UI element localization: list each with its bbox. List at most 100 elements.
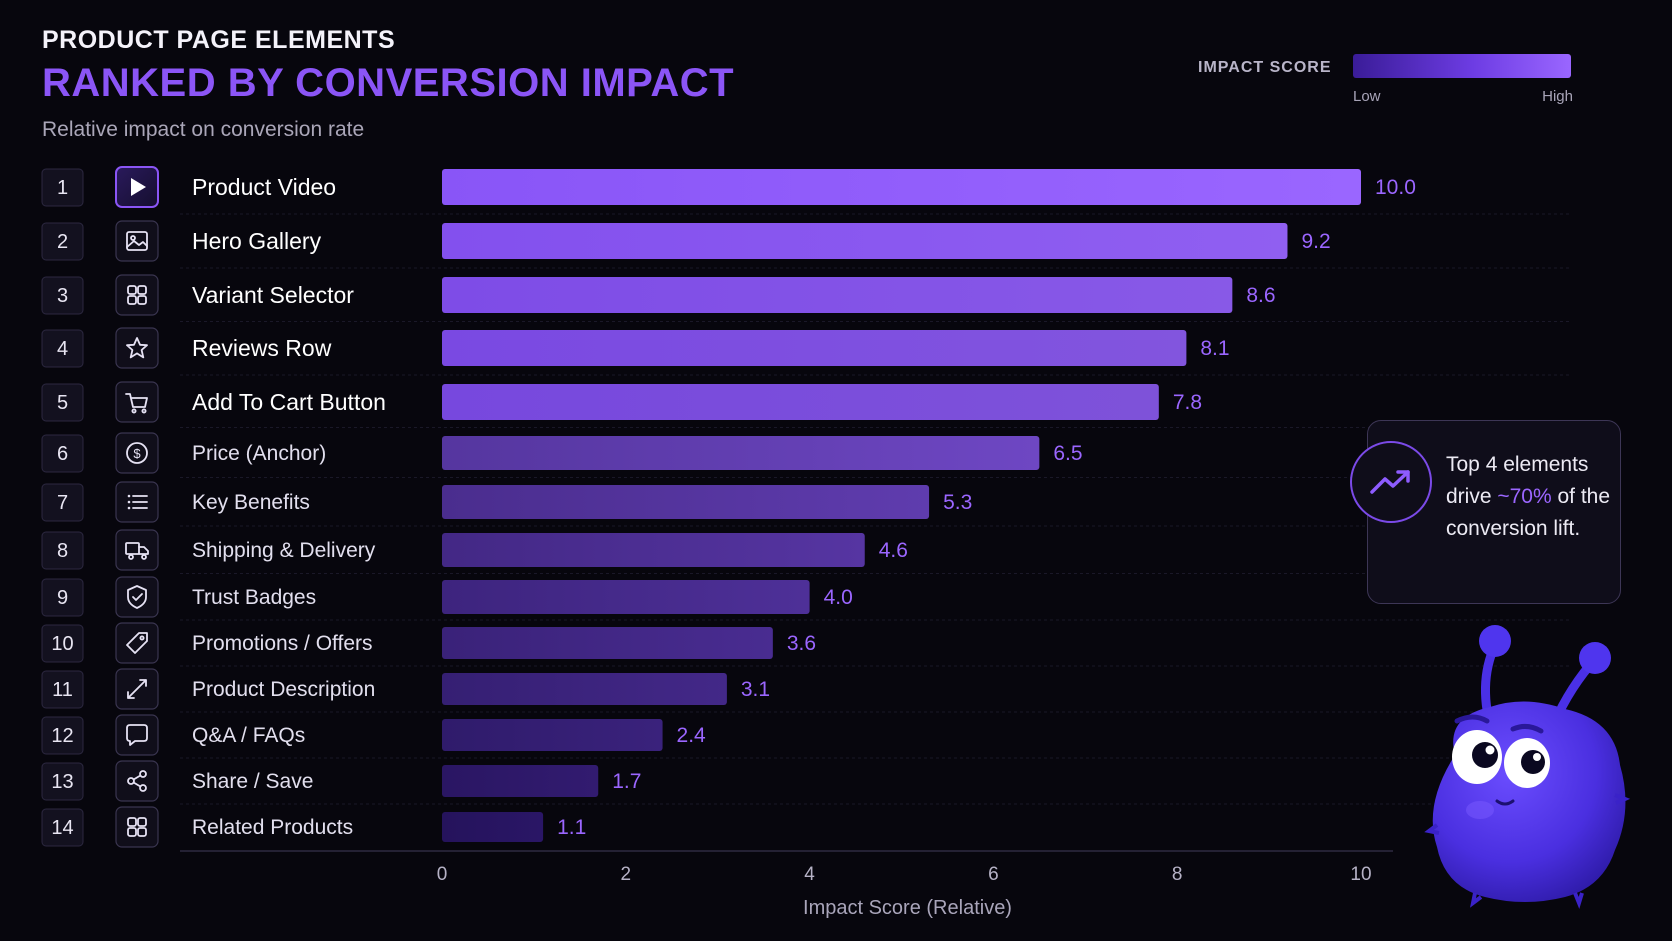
bar-row: 2 Hero Gallery 9.2 <box>41 220 1570 269</box>
rank-box <box>41 222 84 261</box>
value-label: 3.6 <box>787 632 816 655</box>
bar <box>442 719 663 751</box>
trending-up-icon <box>1350 441 1432 523</box>
value-label: 5.3 <box>943 491 972 514</box>
bar-row: 5 Add To Cart Button 7.8 <box>41 381 1570 428</box>
tag-icon <box>126 632 148 654</box>
rank-box <box>41 483 84 522</box>
grid-icon <box>127 285 147 305</box>
category-label: Key Benefits <box>192 491 310 514</box>
category-label: Shipping & Delivery <box>192 539 376 562</box>
expand-icon <box>127 679 147 699</box>
icon-box <box>115 714 159 756</box>
rank-box <box>41 808 84 847</box>
category-label: Promotions / Offers <box>192 632 373 655</box>
chart-subtitle: Relative impact on conversion rate <box>42 118 365 141</box>
category-label: Product Description <box>192 678 375 701</box>
rank-box <box>41 168 84 207</box>
bar <box>442 533 865 567</box>
value-label: 3.1 <box>741 678 770 701</box>
x-tick-label: 6 <box>988 864 999 885</box>
bar-row: 8 Shipping & Delivery 4.6 <box>41 529 1570 574</box>
x-tick-label: 8 <box>1172 864 1183 885</box>
bar-row: 6 $ Price (Anchor) 6.5 <box>41 432 1570 478</box>
rank-box <box>41 383 84 422</box>
rank-box <box>41 434 84 473</box>
value-label: 9.2 <box>1301 230 1330 253</box>
bar-row: 3 Variant Selector 8.6 <box>41 274 1570 322</box>
share-icon <box>127 770 147 792</box>
image-icon <box>126 231 148 251</box>
bar-row: 13 Share / Save 1.7 <box>41 760 1570 805</box>
insight-callout: Top 4 elements drive ~70% of the convers… <box>1350 420 1621 604</box>
value-label: 7.8 <box>1173 391 1202 414</box>
bar <box>442 330 1187 366</box>
rank-number: 11 <box>52 679 73 701</box>
bar <box>442 384 1159 420</box>
rank-number: 14 <box>51 817 73 839</box>
rank-number: 6 <box>57 443 68 465</box>
category-label: Trust Badges <box>192 586 316 609</box>
rank-number: 8 <box>57 540 68 562</box>
value-label: 2.4 <box>677 724 707 747</box>
callout-text-after: of the conversion lift. <box>1446 485 1611 540</box>
rank-box <box>41 762 84 801</box>
rank-number: 7 <box>57 492 68 514</box>
rank-number: 4 <box>57 338 68 360</box>
value-label: 8.1 <box>1200 337 1229 360</box>
chart-kicker: PRODUCT PAGE ELEMENTS <box>42 26 396 54</box>
bar-row: 12 Q&A / FAQs 2.4 <box>41 714 1570 759</box>
shield-icon <box>127 585 147 609</box>
category-label: Share / Save <box>192 770 313 793</box>
value-label: 8.6 <box>1246 284 1275 307</box>
legend-high-label: High <box>1542 88 1573 105</box>
truck-icon <box>125 542 149 560</box>
rank-number: 5 <box>57 392 68 414</box>
value-label: 6.5 <box>1053 442 1082 465</box>
mascot-illustration <box>1424 625 1631 910</box>
rank-number: 2 <box>57 231 68 253</box>
x-tick-label: 4 <box>804 864 815 885</box>
rank-box <box>41 624 84 663</box>
dollar-circle-icon: $ <box>126 442 148 464</box>
bar <box>442 580 810 614</box>
bar <box>442 436 1040 470</box>
bar-row: 10 Promotions / Offers 3.6 <box>41 622 1570 667</box>
value-label: 1.1 <box>557 816 586 839</box>
x-axis-label: Impact Score (Relative) <box>803 897 1012 919</box>
x-tick-label: 2 <box>621 864 632 885</box>
category-label: Hero Gallery <box>192 228 322 254</box>
bar-row: 1 Product Video 10.0 <box>41 166 1570 215</box>
value-label: 4.0 <box>824 586 853 609</box>
category-label: Q&A / FAQs <box>192 724 305 747</box>
icon-box <box>115 327 159 369</box>
icon-box <box>115 622 159 664</box>
icon-box <box>115 432 159 474</box>
callout-text: Top 4 elements drive ~70% of the convers… <box>1446 449 1614 545</box>
bar-row: 4 Reviews Row 8.1 <box>41 327 1570 376</box>
legend-gradient-bar <box>1353 54 1571 78</box>
category-label: Related Products <box>192 816 353 839</box>
rank-box <box>41 531 84 570</box>
grid-icon <box>127 817 147 837</box>
bar <box>442 673 727 705</box>
x-tick-label: 10 <box>1350 864 1371 885</box>
icon-box <box>115 760 159 802</box>
bar-row: 11 Product Description 3.1 <box>41 668 1570 713</box>
category-label: Product Video <box>192 174 336 200</box>
rank-number: 1 <box>57 177 68 199</box>
legend-title: IMPACT SCORE <box>1198 59 1332 76</box>
category-label: Reviews Row <box>192 335 332 361</box>
bar-row: 14 Related Products 1.1 <box>41 806 586 848</box>
rank-box <box>41 578 84 617</box>
header: PRODUCT PAGE ELEMENTS RANKED BY CONVERSI… <box>42 26 734 142</box>
icon-box <box>115 529 159 571</box>
x-tick-label: 0 <box>437 864 448 885</box>
play-icon <box>131 178 146 196</box>
cart-icon <box>125 393 148 414</box>
rank-number: 9 <box>57 587 68 609</box>
callout-text-before: Top 4 elements drive <box>1446 453 1589 508</box>
legend-low-label: Low <box>1353 88 1381 105</box>
chat-bubble-icon <box>126 724 148 746</box>
